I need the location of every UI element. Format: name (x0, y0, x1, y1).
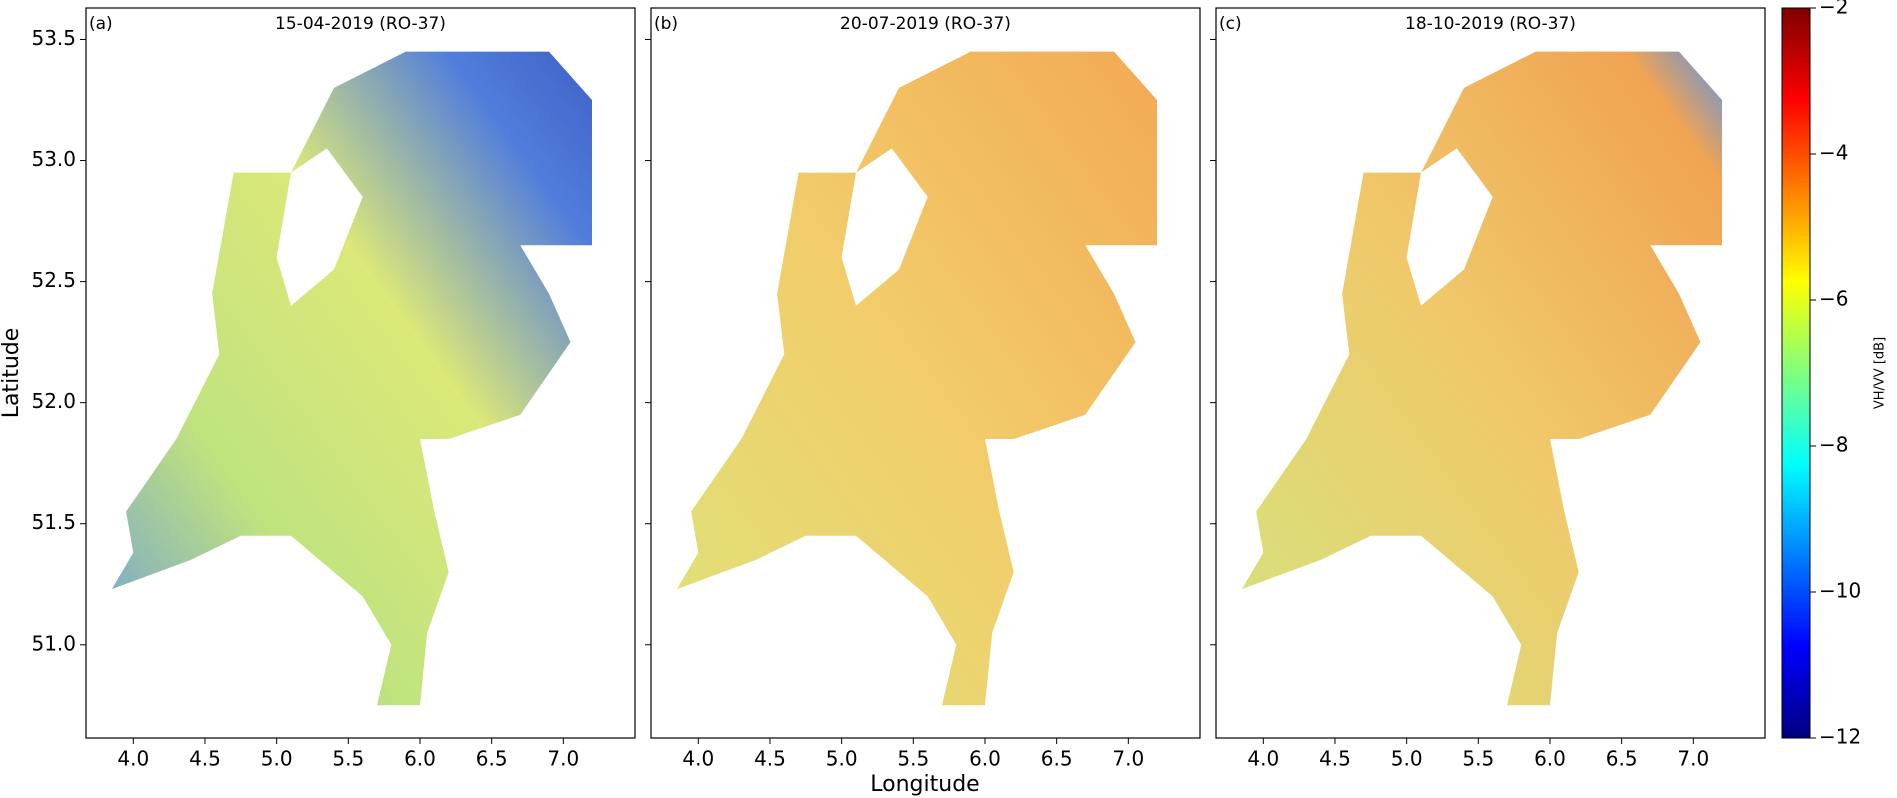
colorbar-tick-label: −10 (1819, 579, 1861, 603)
panel-label: (a) (89, 14, 113, 34)
x-tick-label: 5.5 (332, 747, 364, 771)
y-tick-label: 51.0 (31, 631, 76, 655)
panel-frame (85, 7, 636, 739)
x-tick-label: 5.0 (261, 747, 293, 771)
colorbar-tick-label: −6 (1819, 287, 1848, 311)
x-tick-label: 6.0 (404, 747, 436, 771)
x-tick-label: 5.5 (1462, 747, 1494, 771)
land-map (1241, 51, 1722, 706)
lake (841, 148, 928, 306)
x-tick-label: 7.0 (547, 747, 579, 771)
x-tick-label: 6.5 (476, 747, 508, 771)
panel-title: 15-04-2019 (RO-37) (275, 14, 446, 34)
land-map (676, 51, 1157, 706)
x-tick-label: 4.5 (754, 747, 786, 771)
x-tick-label: 4.0 (117, 747, 149, 771)
y-tick-label: 52.0 (31, 389, 76, 413)
panel-title: 18-10-2019 (RO-37) (1405, 14, 1576, 34)
panel-title: 20-07-2019 (RO-37) (840, 14, 1011, 34)
x-tick-label: 4.0 (1247, 747, 1279, 771)
colorbar-tick-label: −2 (1819, 0, 1848, 19)
x-tick-label: 6.0 (1534, 747, 1566, 771)
x-tick-label: 4.5 (1319, 747, 1351, 771)
panel-frame (1215, 7, 1766, 739)
lake (1406, 148, 1493, 306)
lake (276, 148, 363, 306)
panel-frame (650, 7, 1201, 739)
y-axis-label: Latitude (0, 328, 24, 419)
colorbar-tick-label: −4 (1819, 141, 1848, 165)
x-tick-label: 6.5 (1041, 747, 1073, 771)
colorbar-tick-label: −8 (1819, 433, 1848, 457)
x-tick-label: 6.0 (969, 747, 1001, 771)
x-tick-label: 5.5 (897, 747, 929, 771)
y-tick-label: 51.5 (31, 510, 76, 534)
colorbar-label: VH/VV [dB] (1873, 337, 1888, 409)
panel-label: (c) (1219, 14, 1242, 34)
x-tick-label: 5.0 (1391, 747, 1423, 771)
x-tick-label: 7.0 (1677, 747, 1709, 771)
x-tick-label: 6.5 (1606, 747, 1638, 771)
x-tick-label: 7.0 (1112, 747, 1144, 771)
y-tick-label: 53.0 (31, 147, 76, 171)
x-tick-label: 4.5 (189, 747, 221, 771)
x-tick-label: 5.0 (826, 747, 858, 771)
land-map (111, 51, 593, 706)
x-axis-label: Longitude (870, 772, 979, 797)
y-tick-label: 52.5 (31, 268, 76, 292)
panel-label: (b) (654, 14, 678, 34)
colorbar (1781, 7, 1811, 739)
y-tick-label: 53.5 (31, 26, 76, 50)
x-tick-label: 4.0 (682, 747, 714, 771)
colorbar-tick-label: −12 (1819, 725, 1861, 749)
